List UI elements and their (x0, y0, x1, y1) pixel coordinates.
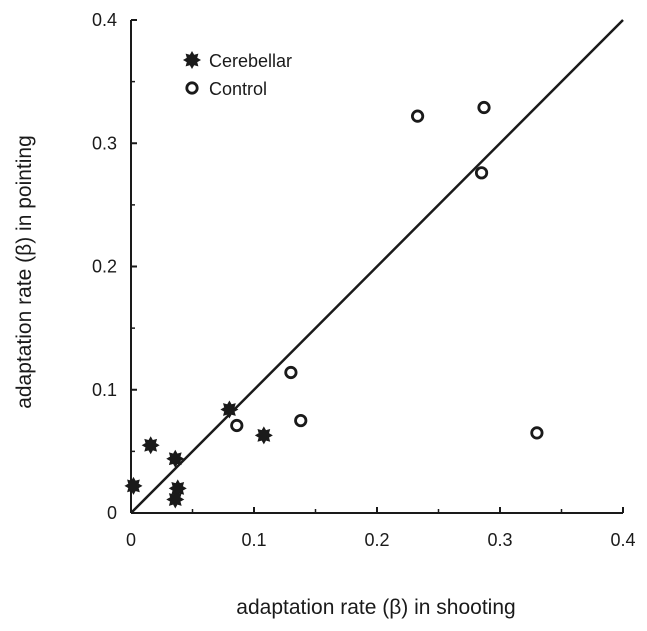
control-point (294, 413, 308, 428)
y-ticks: 0 0.1 0.2 0.3 0.4 (92, 10, 137, 523)
axes: 0 0.1 0.2 0.3 0.4 0 0.1 0.2 0.3 0.4 (92, 10, 636, 550)
control-point (474, 166, 489, 180)
legend-label-cerebellar: Cerebellar (209, 51, 292, 71)
data-points (124, 100, 544, 509)
x-tick-label: 0.2 (364, 530, 389, 550)
legend-marker-cerebellar (182, 50, 202, 70)
cerebellar-point (168, 479, 187, 498)
x-tick-label: 0.1 (241, 530, 266, 550)
cerebellar-point (166, 449, 185, 468)
legend-marker-control (185, 81, 199, 95)
y-tick-label: 0.4 (92, 10, 117, 30)
x-tick-label: 0 (126, 530, 136, 550)
control-point (284, 365, 298, 380)
control-point (230, 418, 244, 433)
control-point (410, 109, 425, 123)
x-tick-label: 0.4 (610, 530, 635, 550)
legend-label-control: Control (209, 79, 267, 99)
legend-cerebellar-icon (182, 50, 202, 70)
identity-line (130, 19, 624, 514)
control-point (477, 100, 491, 115)
cerebellar-point (124, 476, 143, 495)
x-ticks: 0 0.1 0.2 0.3 0.4 (126, 507, 636, 550)
cerebellar-point (220, 400, 239, 419)
y-tick-label: 0.3 (92, 133, 117, 153)
cerebellar-point (254, 426, 273, 445)
y-tick-label: 0.1 (92, 380, 117, 400)
cerebellar-point (141, 436, 160, 455)
cerebellar-point (166, 490, 185, 509)
control-point (530, 426, 544, 440)
y-tick-label: 0.2 (92, 257, 117, 277)
y-tick-label: 0 (107, 503, 117, 523)
x-tick-label: 0.3 (487, 530, 512, 550)
y-axis-title: adaptation rate (β) in pointing (13, 135, 36, 409)
legend: Cerebellar Control (182, 50, 292, 99)
x-axis-title: adaptation rate (β) in shooting (236, 596, 515, 619)
legend-control-icon (185, 81, 199, 95)
